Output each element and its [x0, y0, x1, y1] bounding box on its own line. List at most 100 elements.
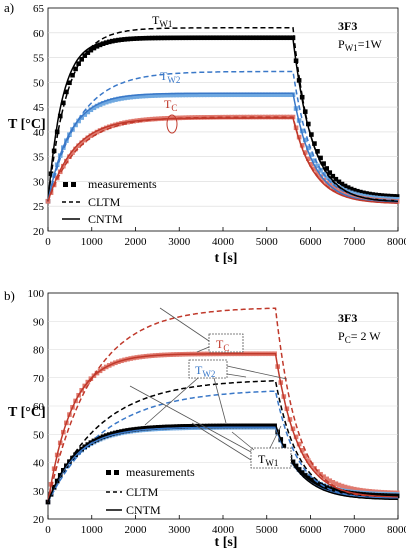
- material-label-b: 3F3: [338, 311, 357, 325]
- measurement-point-b: [339, 483, 345, 489]
- y-ticks-b: 20 30 40 50 60 70 80 90 100: [28, 288, 45, 526]
- measurement-point-a: [355, 188, 360, 194]
- x-tick-label-b: 4000: [212, 524, 235, 536]
- y-tick-label-a: 65: [33, 3, 45, 15]
- y-tick-label-b: 90: [33, 316, 45, 328]
- measurement-point-a: [94, 103, 100, 109]
- measurement-point-b: [315, 481, 320, 486]
- measurement-point-a: [155, 35, 161, 41]
- curve-label-tw1-a: TW1: [152, 13, 172, 29]
- measurement-point-a: [358, 195, 363, 201]
- cntm-line-b: [47, 352, 399, 503]
- condition-value-a: =1W: [358, 37, 383, 51]
- series-a: [45, 27, 400, 204]
- measurement-point-a: [253, 35, 259, 41]
- measurement-point-b: [361, 488, 366, 493]
- measurement-point-a: [253, 92, 259, 98]
- x-tick-label-a: 1000: [81, 236, 104, 248]
- measurement-point-b: [152, 425, 158, 430]
- measurement-point-a: [82, 53, 88, 58]
- measurement-point-a: [165, 35, 170, 41]
- measurement-point-a: [76, 61, 81, 66]
- measurement-point-a: [367, 191, 372, 197]
- measurement-point-b: [312, 466, 317, 471]
- measurement-point-a: [91, 45, 97, 51]
- measurement-point-a: [189, 115, 195, 120]
- measurement-point-a: [192, 92, 198, 98]
- measurement-point-a: [260, 92, 265, 98]
- x-ticks-b: 0 1000 2000 3000 4000 5000 6000 7000 8000: [45, 515, 406, 536]
- measurement-point-a: [257, 92, 262, 98]
- measurement-point-a: [97, 102, 103, 107]
- measurement-point-a: [64, 158, 69, 164]
- measurement-point-b: [376, 493, 382, 498]
- measurement-point-a: [342, 191, 348, 196]
- measurement-point-a: [358, 193, 363, 198]
- measurement-point-a: [183, 35, 189, 41]
- measurement-point-a: [94, 129, 100, 135]
- measurement-point-b: [241, 423, 247, 429]
- measurement-point-b: [183, 424, 189, 429]
- y-axis-title-b: T [°C]: [8, 405, 46, 420]
- y-tick-label-b: 50: [33, 429, 45, 441]
- measurement-point-b: [260, 423, 265, 429]
- measurement-point-b: [159, 424, 164, 430]
- y-tick-label-b: 40: [33, 458, 45, 470]
- measurement-point-a: [64, 89, 69, 95]
- measurement-point-a: [204, 35, 210, 41]
- measurement-point-a: [220, 92, 225, 98]
- measurement-point-b: [235, 423, 241, 429]
- condition-main-a: P: [338, 37, 345, 51]
- measurement-point-a: [272, 35, 277, 41]
- measurement-point-b: [302, 473, 308, 478]
- measurement-point-b: [330, 487, 336, 492]
- measurement-point-a: [198, 35, 204, 41]
- callout-pointer-tw1-4: [191, 422, 252, 461]
- measurement-point-a: [229, 114, 235, 120]
- measurement-point-a: [345, 185, 351, 190]
- measurement-point-a: [223, 92, 228, 98]
- measurement-point-b: [82, 444, 88, 450]
- measurement-point-b: [385, 493, 391, 498]
- measurement-point-b: [128, 427, 133, 433]
- measurement-point-b: [186, 424, 192, 429]
- x-tick-label-b: 7000: [343, 524, 366, 536]
- measurement-point-b: [165, 424, 170, 430]
- series-b: [45, 307, 400, 505]
- callout-pointer-tc-1: [159, 307, 210, 342]
- measurement-point-a: [79, 115, 84, 120]
- measurement-point-a: [226, 92, 231, 98]
- measurement-point-b: [125, 428, 130, 433]
- measurement-point-b: [103, 433, 109, 438]
- panel-b: b) 20 30 40 50 60 70 80 90 100 0 1000 2000 3000 4000…: [4, 288, 406, 550]
- measurement-point-a: [238, 92, 244, 98]
- measurement-point-a: [88, 47, 94, 53]
- measurement-point-a: [226, 35, 231, 41]
- measurement-point-a: [309, 132, 314, 137]
- cntm-line-a: [47, 92, 399, 204]
- legend-a: measurements CLTM CNTM: [62, 177, 157, 226]
- measurement-point-a: [168, 35, 173, 41]
- curve-label-tc-a: TC: [164, 97, 177, 113]
- measurement-point-a: [82, 137, 88, 143]
- callout-pointer-tw2-4: [144, 377, 199, 426]
- measurement-point-a: [330, 180, 336, 186]
- measurement-point-a: [195, 35, 201, 41]
- measurement-point-b: [134, 426, 140, 432]
- x-tick-label-a: 2000: [125, 236, 148, 248]
- measurement-point-a: [263, 35, 268, 41]
- measurement-point-a: [260, 35, 265, 41]
- measurement-point-a: [162, 92, 167, 98]
- measurement-point-a: [189, 35, 195, 41]
- cntm-line-b: [47, 423, 399, 503]
- legend-cntm-a: CNTM: [88, 212, 123, 226]
- measurement-point-a: [162, 35, 167, 41]
- callout-label-tw2-b: TW2: [195, 363, 215, 379]
- cltm-line-a: [47, 70, 398, 202]
- measurement-point-b: [226, 423, 231, 429]
- measurement-point-a: [214, 92, 219, 98]
- measurement-point-a: [385, 193, 391, 199]
- panel-a: a) 20 25 30 35 40 45 50 55 60 65 0 1000 2000 3000 400…: [4, 0, 406, 266]
- measurement-point-a: [201, 35, 207, 41]
- measurement-point-b: [309, 462, 314, 467]
